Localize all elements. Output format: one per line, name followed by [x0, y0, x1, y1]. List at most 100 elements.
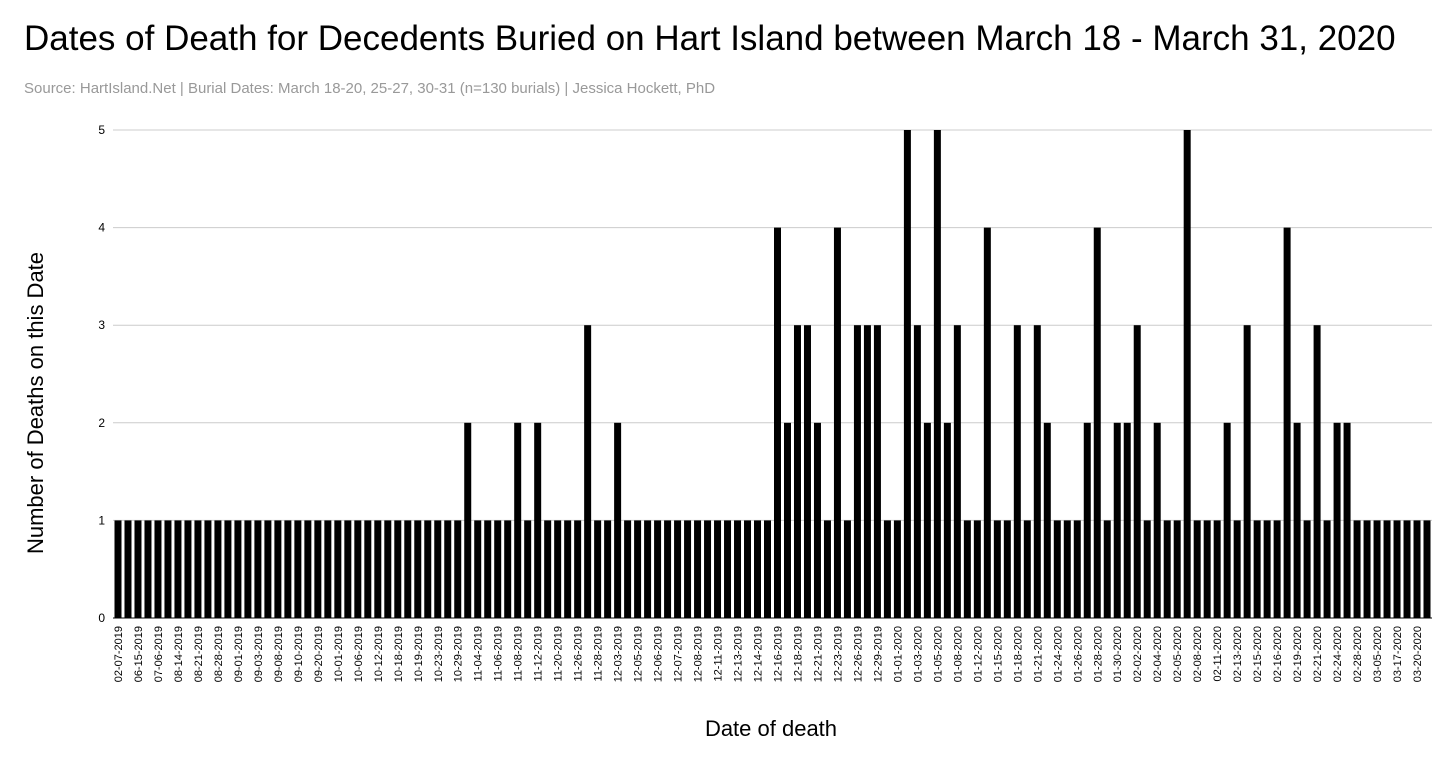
bar [793, 325, 801, 618]
bar [1153, 422, 1161, 618]
bar [394, 520, 402, 618]
bar [604, 520, 612, 618]
bar [214, 520, 222, 618]
x-tick-label: 12-05-2019 [633, 626, 645, 682]
bar [1123, 422, 1131, 618]
x-tick-label: 06-15-2019 [133, 626, 145, 682]
x-tick-label: 12-23-2019 [832, 626, 844, 682]
y-axis-title: Number of Deaths on this Date [23, 252, 48, 554]
bar [194, 520, 202, 618]
bar [923, 422, 931, 618]
bar [1363, 520, 1371, 618]
bar [534, 422, 542, 618]
bar [734, 520, 742, 618]
bar [334, 520, 342, 618]
bar [164, 520, 172, 618]
bar [284, 520, 292, 618]
x-tick-label: 01-03-2020 [912, 626, 924, 682]
bar [244, 520, 252, 618]
bar [364, 520, 372, 618]
bar [704, 520, 712, 618]
bar [883, 520, 891, 618]
x-tick-label: 11-04-2019 [473, 626, 485, 681]
bar [863, 325, 871, 618]
bar [1023, 520, 1031, 618]
bar [773, 227, 781, 618]
bar [1053, 520, 1061, 618]
bar [404, 520, 412, 618]
bar [1313, 325, 1321, 618]
bar [1403, 520, 1411, 618]
x-tick-label: 02-08-2020 [1192, 626, 1204, 682]
x-tick-label: 02-24-2020 [1332, 626, 1344, 682]
bar [764, 520, 772, 618]
x-tick-label: 12-13-2019 [733, 626, 745, 682]
x-tick-label: 01-12-2020 [972, 626, 984, 682]
bar [674, 520, 682, 618]
bar [1253, 520, 1261, 618]
bar [1033, 325, 1041, 618]
x-tick-label: 01-01-2020 [892, 626, 904, 682]
bar [544, 520, 552, 618]
y-tick-label: 2 [98, 416, 105, 430]
bar [1163, 520, 1171, 618]
bar [1283, 227, 1291, 618]
x-tick-label: 02-21-2020 [1312, 626, 1324, 682]
bar [1103, 520, 1111, 618]
bar [1413, 520, 1421, 618]
bar [973, 520, 981, 618]
x-tick-label: 01-08-2020 [952, 626, 964, 682]
x-tick-label: 07-06-2019 [153, 626, 165, 682]
x-tick-label: 12-18-2019 [792, 626, 804, 682]
bar [1093, 227, 1101, 618]
chart-subtitle: Source: HartIsland.Net | Burial Dates: M… [24, 80, 715, 97]
bar [1223, 422, 1231, 618]
x-tick-label: 09-10-2019 [293, 626, 305, 682]
x-tick-label: 01-26-2020 [1072, 626, 1084, 682]
x-tick-label: 11-20-2019 [553, 626, 565, 681]
bar [694, 520, 702, 618]
bar [1183, 130, 1191, 618]
x-tick-label: 01-28-2020 [1092, 626, 1104, 682]
bar [1083, 422, 1091, 618]
bar [374, 520, 382, 618]
bar [1323, 520, 1331, 618]
y-tick-label: 4 [98, 221, 105, 235]
bar [354, 520, 362, 618]
x-tick-label: 11-06-2019 [493, 626, 505, 681]
x-tick-label: 02-04-2020 [1152, 626, 1164, 682]
bar [204, 520, 212, 618]
x-tick-label: 02-28-2020 [1352, 626, 1364, 682]
x-tick-label: 12-11-2019 [713, 626, 725, 681]
x-tick-label: 12-29-2019 [872, 626, 884, 682]
bar [1143, 520, 1151, 618]
x-tick-label: 03-20-2020 [1412, 626, 1424, 682]
bar [903, 130, 911, 618]
bar [274, 520, 282, 618]
bar [963, 520, 971, 618]
bar [873, 325, 881, 618]
x-tick-label: 03-17-2020 [1392, 626, 1404, 682]
x-tick-label: 12-26-2019 [852, 626, 864, 682]
x-tick-label: 11-08-2019 [513, 626, 525, 681]
x-tick-label: 03-05-2020 [1372, 626, 1384, 682]
bar [1113, 422, 1121, 618]
bar [1073, 520, 1081, 618]
bar [184, 520, 192, 618]
bar [144, 520, 152, 618]
bar [943, 422, 951, 618]
bar [134, 520, 142, 618]
x-tick-label: 10-01-2019 [333, 626, 345, 682]
bar [384, 520, 392, 618]
bar [833, 227, 841, 618]
bar [1343, 422, 1351, 618]
bar [504, 520, 512, 618]
bar [1293, 422, 1301, 618]
bar [454, 520, 462, 618]
bar [114, 520, 122, 618]
x-tick-label: 12-21-2019 [812, 626, 824, 682]
bar [304, 520, 312, 618]
x-tick-label: 12-16-2019 [772, 626, 784, 682]
bar [1003, 520, 1011, 618]
bar [424, 520, 432, 618]
